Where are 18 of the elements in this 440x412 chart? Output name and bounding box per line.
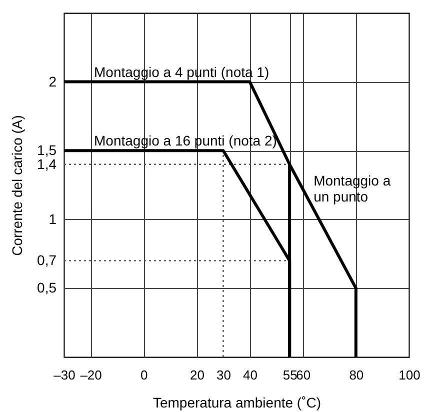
y-axis-title: Corrente del carico (A) (9, 115, 26, 256)
y-tick-label: 2 (48, 73, 57, 90)
x-tick-label: 40 (243, 368, 258, 382)
x-tick-label: 60 (296, 368, 311, 382)
x-tick-label: –30 (54, 368, 76, 382)
y-tick-label: 1,5 (37, 142, 57, 158)
x-tick-label: 0 (140, 368, 148, 382)
y-tick-label: 0,7 (37, 252, 57, 268)
x-tick-label: 55 (282, 368, 298, 382)
y-tick-label: 1,4 (37, 156, 57, 172)
x-tick-label: –20 (80, 368, 102, 382)
x-tick-label: 80 (349, 368, 364, 382)
x-tick-label: 30 (216, 368, 231, 382)
x-axis-title: Temperatura ambiente (˚C) (152, 394, 322, 410)
x-tick-label: 100 (398, 368, 420, 382)
y-tick-label: 0,5 (37, 280, 57, 296)
y-tick-label: 1 (48, 210, 57, 227)
x-tick-label: 20 (190, 368, 204, 382)
